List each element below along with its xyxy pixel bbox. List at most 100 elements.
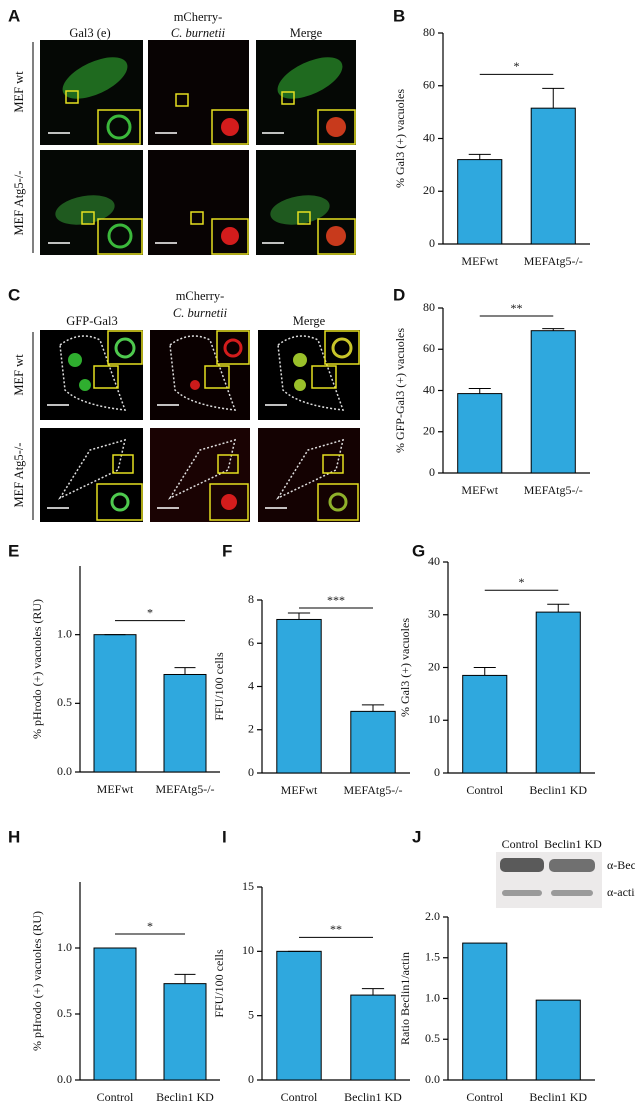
panel-letter: J xyxy=(412,827,421,846)
bar xyxy=(530,107,576,245)
y-tick-label: 1.0 xyxy=(425,990,440,1004)
row-label: MEF wt xyxy=(12,71,26,113)
y-tick-label: 15 xyxy=(242,879,254,893)
panel-letter: C xyxy=(8,285,20,304)
x-tick-label: Beclin1 KD xyxy=(156,1090,214,1104)
significance-label: * xyxy=(147,605,153,619)
row-label: MEF Atg5-/- xyxy=(12,443,26,508)
x-tick-label: Beclin1 KD xyxy=(529,1090,587,1104)
y-axis-label: FFU/100 cells xyxy=(212,949,226,1018)
y-tick-label: 0.5 xyxy=(425,1031,440,1045)
y-tick-label: 0 xyxy=(429,236,435,250)
micrographs-c xyxy=(32,330,360,522)
x-tick-label: MEFwt xyxy=(461,254,498,268)
y-tick-label: 2.0 xyxy=(425,909,440,923)
y-axis-label: % pHrodo (+) vacuoles (RU) xyxy=(30,599,44,739)
y-tick-label: 10 xyxy=(242,943,254,957)
column-header: C. burnetii xyxy=(173,306,228,320)
column-header: mCherry- xyxy=(174,10,223,24)
y-tick-label: 20 xyxy=(423,183,435,197)
y-tick-label: 1.0 xyxy=(57,940,72,954)
y-tick-label: 60 xyxy=(423,78,435,92)
bar xyxy=(457,159,503,245)
blot-lane: Beclin1 KD xyxy=(544,837,602,851)
blot-band: α-actin xyxy=(607,885,635,899)
y-tick-label: 1.5 xyxy=(425,950,440,964)
panel-letter: E xyxy=(8,541,19,560)
significance-label: *** xyxy=(327,593,345,607)
bar xyxy=(535,999,581,1081)
x-tick-label: MEFAtg5-/- xyxy=(524,483,583,497)
significance-label: * xyxy=(519,575,525,589)
y-tick-label: 60 xyxy=(423,341,435,355)
bar xyxy=(93,947,137,1081)
x-tick-label: Control xyxy=(97,1090,134,1104)
y-tick-label: 0 xyxy=(434,765,440,779)
panel-letter: H xyxy=(8,827,20,846)
y-tick-label: 40 xyxy=(428,554,440,568)
y-tick-label: 8 xyxy=(248,592,254,606)
y-tick-label: 0.0 xyxy=(425,1072,440,1086)
bar xyxy=(350,710,396,774)
panel-letter: B xyxy=(393,6,405,25)
y-axis-label: % pHrodo (+) vacuoles (RU) xyxy=(30,911,44,1051)
y-tick-label: 0.0 xyxy=(57,1072,72,1086)
bar xyxy=(350,994,396,1081)
bar xyxy=(530,330,576,474)
bar xyxy=(93,634,137,773)
y-tick-label: 80 xyxy=(423,25,435,39)
bar xyxy=(276,618,322,774)
y-axis-label: % Gal3 (+) vacuoles xyxy=(393,89,407,188)
y-tick-label: 1.0 xyxy=(57,626,72,640)
y-axis-label: % GFP-Gal3 (+) vacuoles xyxy=(393,328,407,453)
y-tick-label: 40 xyxy=(423,382,435,396)
bar xyxy=(163,673,207,773)
y-axis-label: % Gal3 (+) vacuoles xyxy=(398,618,412,717)
y-tick-label: 0.0 xyxy=(57,764,72,778)
x-tick-label: MEFwt xyxy=(281,783,318,797)
bar xyxy=(462,674,508,774)
panel-letter: I xyxy=(222,827,227,846)
y-tick-label: 0 xyxy=(248,1072,254,1086)
column-header: Merge xyxy=(290,26,323,40)
column-header: Merge xyxy=(293,314,326,328)
bar xyxy=(457,393,503,474)
significance-label: * xyxy=(147,919,153,933)
x-tick-label: MEFAtg5-/- xyxy=(155,782,214,796)
y-tick-label: 10 xyxy=(428,712,440,726)
panel-letter: F xyxy=(222,541,232,560)
x-tick-label: Control xyxy=(466,1090,503,1104)
panel-letter: G xyxy=(412,541,425,560)
y-tick-label: 30 xyxy=(428,607,440,621)
x-tick-label: MEFAtg5-/- xyxy=(343,783,402,797)
x-tick-label: Beclin1 KD xyxy=(529,783,587,797)
panel-letter: D xyxy=(393,285,405,304)
western-blot xyxy=(496,852,602,908)
y-tick-label: 0.5 xyxy=(57,1006,72,1020)
row-label: MEF wt xyxy=(12,354,26,396)
significance-label: ** xyxy=(511,301,523,315)
x-tick-label: Control xyxy=(466,783,503,797)
blot-lane: Control xyxy=(502,837,539,851)
y-tick-label: 0.5 xyxy=(57,695,72,709)
x-tick-label: Beclin1 KD xyxy=(344,1090,402,1104)
column-header: C. burnetii xyxy=(171,26,226,40)
y-tick-label: 40 xyxy=(423,130,435,144)
column-header: mCherry- xyxy=(176,289,225,303)
bar xyxy=(462,942,508,1081)
x-tick-label: MEFwt xyxy=(461,483,498,497)
blot-band: α-Beclin1 xyxy=(607,858,635,872)
significance-label: * xyxy=(514,59,520,73)
column-header: GFP-Gal3 xyxy=(66,314,117,328)
micrographs-a xyxy=(32,40,356,255)
y-axis-label: FFU/100 cells xyxy=(212,652,226,721)
bar xyxy=(163,983,207,1081)
y-tick-label: 6 xyxy=(248,635,254,649)
y-tick-label: 5 xyxy=(248,1007,254,1021)
y-axis-label: Ratio Beclin1/actin xyxy=(398,952,412,1045)
significance-label: ** xyxy=(330,922,342,936)
x-tick-label: MEFAtg5-/- xyxy=(524,254,583,268)
panel-letter: A xyxy=(8,6,20,25)
y-tick-label: 0 xyxy=(429,465,435,479)
